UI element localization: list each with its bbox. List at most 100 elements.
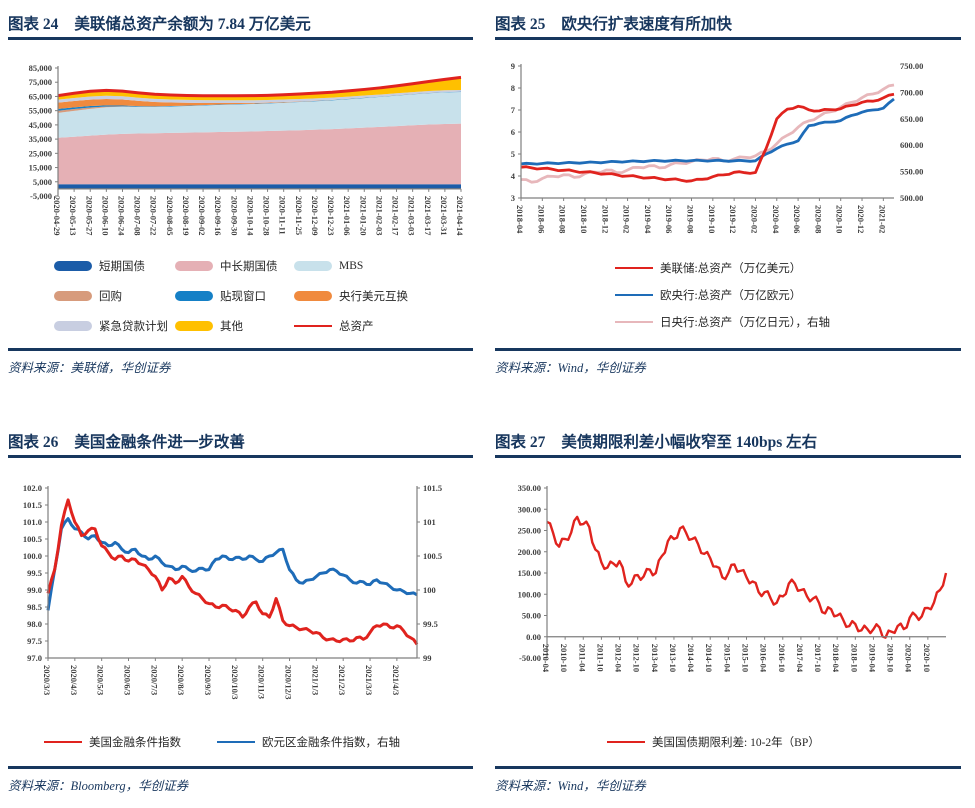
legend-label: 美联储:总资产（万亿美元） — [660, 263, 802, 275]
figure-27-panel: 图表 27 美债期限利差小幅收窄至 140bps 左右 -50.00 0.00 50.… — [487, 404, 975, 808]
x-tick-label: 2020-04 — [904, 644, 914, 673]
right-y-tick-label: 750.00 — [900, 61, 923, 71]
x-tick-label: 2020-06-24 — [116, 196, 126, 236]
legend-swatch — [54, 291, 92, 301]
stack-band — [58, 91, 461, 111]
x-tick-label: 2020/6/3 — [123, 665, 133, 695]
x-tick-label: 2020-10-14 — [245, 196, 255, 236]
figure-title-text: 欧央行扩表速度有所加快 — [561, 16, 732, 33]
x-tick-label: 2015-04 — [722, 644, 732, 673]
y-tick-label: 102.0 — [23, 483, 42, 493]
x-tick-label: 2020-10-28 — [262, 196, 272, 236]
x-tick-label: 2021-03-31 — [439, 196, 449, 236]
legend-item: 其他 — [175, 318, 294, 334]
y-tick-label: 45,000 — [29, 120, 52, 130]
x-tick-label: 2017-10 — [813, 644, 823, 672]
legend-label: 美国国债期限利差: 10-2年（BP） — [652, 737, 820, 749]
legend-item: 美国国债期限利差: 10-2年（BP） — [607, 734, 820, 750]
y-tick-label: 101.0 — [23, 517, 42, 527]
series-line — [46, 498, 419, 646]
y-tick-label: 99.0 — [27, 585, 42, 595]
x-tick-label: 2014-04 — [686, 644, 696, 673]
source-text: 资料来源：Bloomberg，华创证券 — [8, 778, 189, 793]
legend-swatch — [175, 321, 213, 331]
x-tick-label: 2020-10 — [922, 644, 932, 672]
source-block: 资料来源：Wind，华创证券 — [495, 766, 961, 794]
x-tick-label: 2021-03-17 — [423, 196, 433, 236]
x-tick-label: 2013-04 — [650, 644, 660, 673]
legend-swatch — [175, 291, 213, 301]
legend-swatch — [294, 291, 332, 301]
source-text: 资料来源：Wind，华创证券 — [495, 360, 646, 375]
fed-balance-sheet-chart: -5,000 5,000 15,000 25,000 35,000 45,000 55,00… — [29, 63, 465, 236]
x-tick-label: 2020/4/3 — [69, 665, 79, 695]
legend-swatch — [294, 261, 332, 271]
x-tick-label: 2020-12-23 — [326, 196, 336, 236]
stack-band — [58, 91, 461, 138]
right-y-tick-label: 650.00 — [900, 114, 923, 124]
x-tick-label: 2019-08 — [686, 205, 696, 233]
legend-swatch — [54, 261, 92, 271]
legend-item: 回购 — [54, 288, 175, 304]
source-divider — [495, 766, 961, 769]
x-tick-label: 2019-10 — [886, 644, 896, 672]
figure-25-panel: 图表 25 欧央行扩表速度有所加快 3 4 5 6 7 8 9 500.00 550.00 600.… — [487, 0, 975, 404]
x-tick-label: 2020-04 — [771, 205, 781, 234]
x-tick-label: 2020/5/3 — [96, 665, 106, 695]
figure-label: 图表 26 — [8, 434, 59, 451]
x-tick-label: 2019-02 — [622, 205, 632, 233]
y-tick-label: 35,000 — [29, 134, 52, 144]
x-tick-label: 2020-11-11 — [278, 196, 288, 235]
series-line — [520, 83, 895, 184]
legend-label: MBS — [339, 260, 364, 272]
y-tick-label: 7 — [511, 105, 516, 115]
y-tick-label: 4 — [511, 171, 516, 181]
x-tick-label: 2019-06 — [664, 205, 674, 233]
x-tick-label: 2019-10 — [707, 205, 717, 233]
x-tick-label: 2010-04 — [541, 644, 551, 673]
x-tick-label: 2018-04 — [831, 644, 841, 673]
right-y-tick-label: 101 — [423, 517, 436, 527]
legend-label: 美国金融条件指数 — [89, 737, 181, 749]
x-tick-label: 2021/2/3 — [337, 665, 347, 695]
legend-item: 欧央行:总资产（万亿欧元） — [615, 287, 830, 303]
figure-title-text: 美债期限利差小幅收窄至 140bps 左右 — [561, 434, 818, 451]
y-tick-label: 5,000 — [33, 177, 52, 187]
legend: 美国国债期限利差: 10-2年（BP） — [607, 734, 820, 750]
legend: 短期国债 中长期国债 MBS 回购 贴现窗口 央行美元互换 紧急贷款计划 其他 总资产 — [54, 258, 454, 334]
x-tick-label: 2020-10 — [835, 205, 845, 233]
x-tick-label: 2021-04-14 — [455, 196, 465, 236]
y-tick-label: 350.00 — [518, 483, 541, 493]
x-tick-label: 2020-08-19 — [181, 196, 191, 236]
right-y-tick-label: 700.00 — [900, 87, 923, 97]
y-tick-label: 0.00 — [526, 632, 541, 642]
x-tick-label: 2016-04 — [759, 644, 769, 673]
figure-27-title: 图表 27 美债期限利差小幅收窄至 140bps 左右 — [495, 430, 817, 452]
legend-swatch — [217, 740, 255, 744]
legend: 美联储:总资产（万亿美元） 欧央行:总资产（万亿欧元） 日央行:总资产（万亿日元），… — [615, 260, 830, 330]
x-tick-label: 2018-08 — [558, 205, 568, 233]
x-tick-label: 2018-12 — [600, 205, 610, 233]
x-tick-label: 2011-04 — [577, 644, 587, 673]
legend-label: 央行美元互换 — [339, 291, 408, 303]
y-tick-label: 75,000 — [29, 77, 52, 87]
x-tick-label: 2019-04 — [643, 205, 653, 234]
y-tick-label: 8 — [511, 83, 515, 93]
figure-label: 图表 25 — [495, 16, 546, 33]
y-tick-label: 25,000 — [29, 148, 52, 158]
legend-label: 欧元区金融条件指数，右轴 — [262, 737, 400, 749]
x-tick-label: 2021-02 — [877, 205, 887, 233]
x-tick-label: 2021-01-20 — [358, 196, 368, 236]
x-tick-label: 2020-09-16 — [213, 196, 223, 236]
y-tick-label: 100.00 — [518, 589, 541, 599]
stack-band — [58, 123, 461, 185]
legend-item: 央行美元互换 — [294, 288, 454, 304]
y-tick-label: -50.00 — [519, 653, 541, 663]
x-tick-label: 2021/1/3 — [310, 665, 320, 695]
x-tick-label: 2020-06-10 — [100, 196, 110, 236]
source-divider — [8, 348, 473, 351]
right-y-tick-label: 99 — [423, 653, 432, 663]
x-tick-label: 2020-09-30 — [229, 196, 239, 236]
title-underline — [495, 455, 961, 458]
